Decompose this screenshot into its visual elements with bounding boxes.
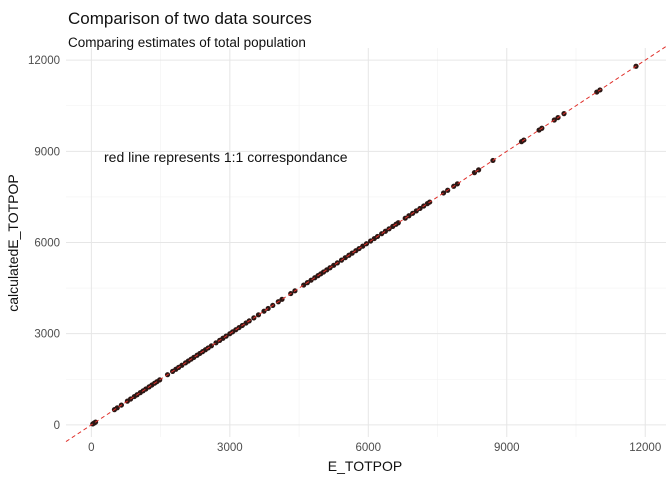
x-tick-label: 6000 bbox=[356, 442, 382, 454]
y-tick-label: 3000 bbox=[34, 329, 60, 341]
reference-line-1to1 bbox=[65, 46, 667, 442]
x-tick-labels: 0 3000 6000 9000 12000 bbox=[88, 442, 661, 454]
data-point bbox=[454, 181, 460, 187]
y-tick-label: 12000 bbox=[28, 55, 60, 67]
y-tick-label: 6000 bbox=[34, 238, 60, 250]
y-tick-labels: 0 3000 6000 9000 12000 bbox=[28, 55, 60, 432]
grid bbox=[66, 48, 666, 437]
y-axis-label: calculatedE_TOTPOP bbox=[5, 174, 21, 311]
x-tick-label: 0 bbox=[88, 442, 94, 454]
chart-annotation: red line represents 1:1 correspondance bbox=[104, 149, 348, 165]
data-point bbox=[279, 296, 285, 302]
x-tick-label: 3000 bbox=[217, 442, 243, 454]
y-tick-label: 9000 bbox=[34, 146, 60, 158]
x-tick-label: 12000 bbox=[629, 442, 661, 454]
data-point bbox=[255, 312, 262, 318]
x-tick-label: 9000 bbox=[494, 442, 520, 454]
data-point bbox=[208, 343, 214, 349]
y-tick-label: 0 bbox=[54, 420, 60, 432]
x-axis-label: E_TOTPOP bbox=[328, 458, 402, 474]
reference-line-layer bbox=[65, 46, 667, 442]
data-point bbox=[265, 305, 271, 312]
chart-subtitle: Comparing estimates of total population bbox=[68, 35, 306, 50]
chart-title: Comparison of two data sources bbox=[68, 9, 312, 28]
